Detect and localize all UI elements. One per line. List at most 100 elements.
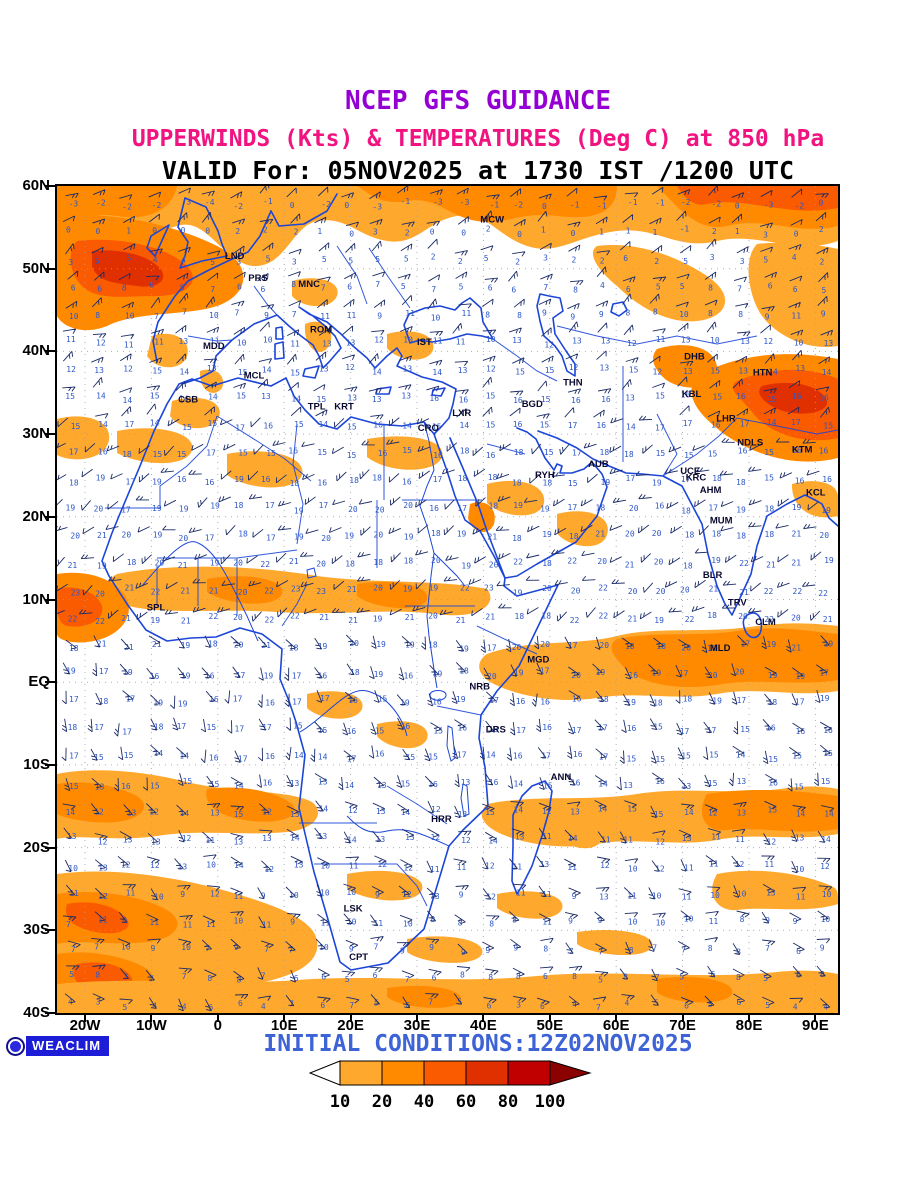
svg-text:17: 17: [233, 694, 243, 703]
svg-text:11: 11: [796, 892, 806, 901]
svg-text:9: 9: [400, 947, 405, 956]
svg-text:19: 19: [264, 672, 274, 681]
svg-text:-2: -2: [122, 202, 132, 211]
svg-text:19: 19: [404, 532, 414, 541]
svg-text:13: 13: [515, 833, 525, 842]
svg-text:18: 18: [373, 558, 383, 567]
svg-text:7: 7: [374, 943, 379, 952]
svg-text:-1: -1: [680, 225, 690, 234]
svg-text:-1: -1: [628, 198, 638, 207]
svg-text:14: 14: [568, 834, 578, 843]
svg-text:15: 15: [210, 780, 220, 789]
svg-text:8: 8: [122, 284, 127, 293]
svg-text:12: 12: [66, 365, 76, 374]
svg-text:13: 13: [403, 365, 413, 374]
svg-text:12: 12: [98, 838, 108, 847]
svg-text:15: 15: [150, 392, 160, 401]
svg-text:6: 6: [347, 283, 352, 292]
svg-text:20: 20: [512, 643, 522, 652]
svg-text:10: 10: [347, 918, 357, 927]
svg-text:11: 11: [601, 836, 611, 845]
svg-text:23: 23: [484, 584, 494, 593]
svg-text:3: 3: [96, 998, 101, 1007]
svg-text:4: 4: [261, 1002, 266, 1011]
svg-text:18: 18: [512, 534, 522, 543]
weather-map: -3 -2 -2 -2 -3 -4 -2 -1 0 -2 0 -3 -1 -3 -3 -1 -2 0 -1 -1 -1 -…: [52, 182, 839, 1013]
svg-text:12: 12: [431, 805, 441, 814]
svg-text:7: 7: [261, 971, 266, 980]
svg-text:22: 22: [290, 612, 300, 621]
svg-text:20: 20: [819, 531, 829, 540]
svg-text:7: 7: [598, 948, 603, 957]
svg-text:16: 16: [542, 723, 552, 732]
svg-text:19: 19: [457, 530, 467, 539]
svg-text:10: 10: [320, 889, 330, 898]
svg-text:13: 13: [234, 837, 244, 846]
colorbar-segment: [507, 1060, 551, 1086]
svg-text:19: 19: [821, 506, 831, 515]
svg-text:17: 17: [235, 424, 245, 433]
svg-text:18: 18: [712, 530, 722, 539]
svg-text:17: 17: [541, 751, 551, 760]
city-label: MCL: [244, 371, 265, 382]
svg-text:13: 13: [401, 392, 411, 401]
svg-text:0: 0: [344, 201, 349, 210]
svg-text:4: 4: [625, 999, 630, 1008]
city-label: ANN: [551, 772, 572, 783]
svg-text:-2: -2: [513, 201, 523, 210]
svg-text:5: 5: [763, 256, 768, 265]
svg-text:15: 15: [183, 777, 193, 786]
y-axis-label: EQ: [28, 673, 50, 691]
svg-text:5: 5: [69, 970, 74, 979]
svg-text:6: 6: [626, 285, 631, 294]
svg-text:16: 16: [429, 504, 439, 513]
svg-text:9: 9: [375, 890, 380, 899]
svg-text:7: 7: [543, 283, 548, 292]
svg-text:11: 11: [542, 918, 552, 927]
svg-text:12: 12: [569, 363, 579, 372]
svg-text:18: 18: [238, 529, 248, 538]
svg-text:11: 11: [623, 836, 633, 845]
svg-text:21: 21: [456, 616, 466, 625]
svg-text:16: 16: [288, 447, 298, 456]
svg-text:16: 16: [401, 722, 411, 731]
svg-text:5: 5: [374, 998, 379, 1007]
svg-text:22: 22: [818, 589, 828, 598]
svg-text:16: 16: [768, 778, 778, 787]
svg-text:11: 11: [462, 309, 472, 318]
svg-text:20: 20: [321, 534, 331, 543]
svg-text:19: 19: [97, 562, 107, 571]
svg-text:16: 16: [823, 726, 833, 735]
svg-text:15: 15: [182, 423, 192, 432]
svg-text:-2: -2: [795, 201, 805, 210]
svg-text:8: 8: [738, 310, 743, 319]
svg-text:-2: -2: [681, 198, 691, 207]
svg-text:7: 7: [182, 307, 187, 316]
svg-text:9: 9: [570, 313, 575, 322]
svg-text:15: 15: [153, 450, 163, 459]
svg-text:19: 19: [540, 504, 550, 513]
svg-text:19: 19: [181, 672, 191, 681]
svg-text:13: 13: [766, 888, 776, 897]
title-line3: VALID For: 05NOV2025 at 1730 IST /1200 U…: [161, 156, 795, 185]
svg-text:8: 8: [291, 280, 296, 289]
svg-text:8: 8: [572, 972, 577, 981]
svg-text:0: 0: [349, 230, 354, 239]
svg-text:19: 19: [178, 700, 188, 709]
svg-text:19: 19: [767, 640, 777, 649]
svg-text:19: 19: [456, 695, 466, 704]
svg-text:2: 2: [572, 255, 577, 264]
svg-text:19: 19: [234, 475, 244, 484]
svg-text:10: 10: [154, 893, 164, 902]
svg-text:15: 15: [428, 753, 438, 762]
svg-text:18: 18: [431, 529, 441, 538]
svg-text:9: 9: [568, 916, 573, 925]
svg-text:0: 0: [96, 227, 101, 236]
svg-text:7: 7: [681, 945, 686, 954]
svg-text:13: 13: [430, 892, 440, 901]
svg-text:16: 16: [489, 778, 499, 787]
city-label: KCL: [806, 487, 826, 498]
svg-text:6: 6: [238, 999, 243, 1008]
svg-text:17: 17: [126, 478, 136, 487]
